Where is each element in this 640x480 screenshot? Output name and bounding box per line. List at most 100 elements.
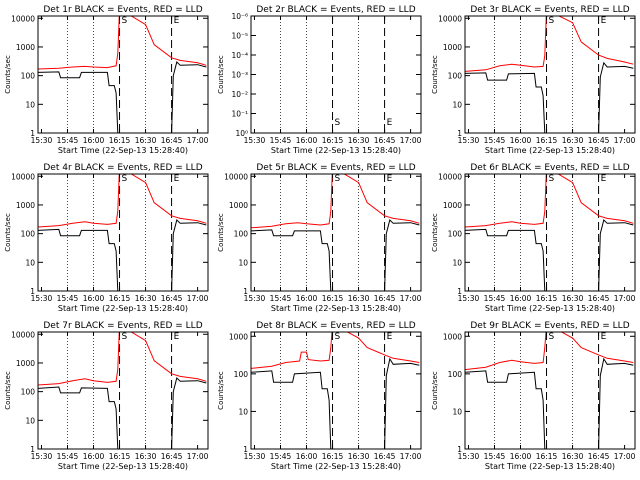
x-tick-label: 17:00 <box>187 136 209 145</box>
x-tick-label: 15:30 <box>31 136 53 145</box>
y-tick-label: 10 <box>452 258 462 267</box>
panel-title: Det 4r BLACK = Events, RED = LLD <box>43 163 202 173</box>
panel-title: Det 3r BLACK = Events, RED = LLD <box>470 5 629 15</box>
y-tick-label: 1000 <box>16 43 35 52</box>
y-tick-label: 1 <box>457 287 462 296</box>
events-series-line <box>38 219 207 291</box>
events-series-line <box>465 219 634 291</box>
lld-series-line <box>38 174 207 228</box>
y-tick-label: 100 <box>234 370 249 379</box>
x-tick-label: 16:15 <box>109 136 131 145</box>
x-axis-label: Start Time (22-Sep-13 15:28:40) <box>485 304 615 313</box>
lld-series-line <box>38 16 207 70</box>
x-tick-label: 16:30 <box>562 294 584 303</box>
y-tick-label: 10000 <box>11 14 35 23</box>
start-marker-label: S <box>335 174 341 184</box>
y-tick-label: 1 <box>30 129 35 138</box>
y-tick-label: 10⁻⁶ <box>231 12 248 21</box>
y-tick-label: 100 <box>21 72 36 81</box>
y-axis-label: Counts/sec <box>431 371 439 410</box>
x-tick-label: 15:30 <box>244 452 266 461</box>
start-marker-label: S <box>549 174 555 184</box>
y-tick-label: 10 <box>452 100 462 109</box>
panel-title: Det 1r BLACK = Events, RED = LLD <box>43 5 202 15</box>
y-tick-label: 1000 <box>443 43 462 52</box>
x-tick-label: 16:45 <box>161 136 183 145</box>
y-tick-label: 10000 <box>438 172 462 181</box>
y-axis-label: Counts/sec <box>431 213 439 252</box>
x-tick-label: 16:15 <box>109 452 131 461</box>
y-tick-label: 1 <box>30 287 35 296</box>
y-tick-label: 1000 <box>229 201 248 210</box>
lld-series-line <box>251 174 420 229</box>
events-series-line <box>38 377 207 449</box>
panel-title: Det 5r BLACK = Events, RED = LLD <box>256 163 415 173</box>
events-series-line <box>251 357 420 449</box>
x-tick-label: 16:45 <box>161 452 183 461</box>
x-tick-label: 16:45 <box>374 452 396 461</box>
y-tick-label: 1 <box>457 445 462 454</box>
y-tick-label: 10⁻⁵ <box>231 32 248 41</box>
plot-frame <box>37 331 209 450</box>
x-tick-label: 15:30 <box>458 452 480 461</box>
start-marker-label: S <box>335 332 341 342</box>
y-tick-label: 10⁰ <box>235 129 248 138</box>
x-tick-label: 16:00 <box>510 452 532 461</box>
y-tick-label: 10 <box>25 416 35 425</box>
y-axis-label: Counts/sec <box>4 371 12 410</box>
y-tick-label: 1000 <box>443 332 462 341</box>
y-tick-label: 10000 <box>224 172 248 181</box>
plot-frame <box>250 173 422 292</box>
x-tick-label: 15:30 <box>31 452 53 461</box>
x-tick-label: 15:45 <box>57 452 79 461</box>
x-tick-label: 15:30 <box>244 294 266 303</box>
end-marker-label: E <box>387 174 393 184</box>
lld-series-line <box>251 332 420 369</box>
y-axis-label: Counts/sec <box>217 213 225 252</box>
events-series-line <box>465 61 634 133</box>
start-marker-label: S <box>122 332 128 342</box>
panel-title: Det 8r BLACK = Events, RED = LLD <box>256 321 415 331</box>
plot-frame <box>37 15 209 134</box>
events-series-line <box>38 61 207 133</box>
end-marker-label: E <box>174 332 180 342</box>
y-tick-label: 100 <box>448 72 463 81</box>
start-marker-label: S <box>335 118 341 128</box>
plot-frame <box>464 15 636 134</box>
x-tick-label: 16:30 <box>348 294 370 303</box>
x-tick-label: 15:45 <box>484 452 506 461</box>
panel-title: Det 2r BLACK = Events, RED = LLD <box>256 5 415 15</box>
y-tick-label: 100 <box>21 230 36 239</box>
start-marker-label: S <box>549 16 555 26</box>
x-tick-label: 17:00 <box>400 452 422 461</box>
x-tick-label: 16:15 <box>536 452 558 461</box>
x-tick-label: 16:30 <box>562 136 584 145</box>
y-tick-label: 10000 <box>11 330 35 339</box>
x-tick-label: 16:30 <box>135 294 157 303</box>
y-axis-label: Counts/sec <box>217 371 225 410</box>
x-tick-label: 15:45 <box>484 136 506 145</box>
x-tick-label: 16:45 <box>588 136 610 145</box>
y-axis-label: Counts/sec <box>217 55 225 94</box>
x-tick-label: 16:30 <box>348 136 370 145</box>
y-tick-label: 1 <box>243 287 248 296</box>
x-tick-label: 16:30 <box>348 452 370 461</box>
start-marker-label: S <box>122 16 128 26</box>
x-tick-label: 16:45 <box>374 294 396 303</box>
y-axis-label: Counts/sec <box>4 55 12 94</box>
y-tick-label: 10 <box>25 100 35 109</box>
x-tick-label: 16:30 <box>135 136 157 145</box>
x-tick-label: 16:45 <box>588 452 610 461</box>
plot-frame <box>464 331 636 450</box>
x-tick-label: 16:45 <box>161 294 183 303</box>
x-tick-label: 15:45 <box>484 294 506 303</box>
x-tick-label: 16:45 <box>374 136 396 145</box>
x-tick-label: 16:00 <box>510 294 532 303</box>
